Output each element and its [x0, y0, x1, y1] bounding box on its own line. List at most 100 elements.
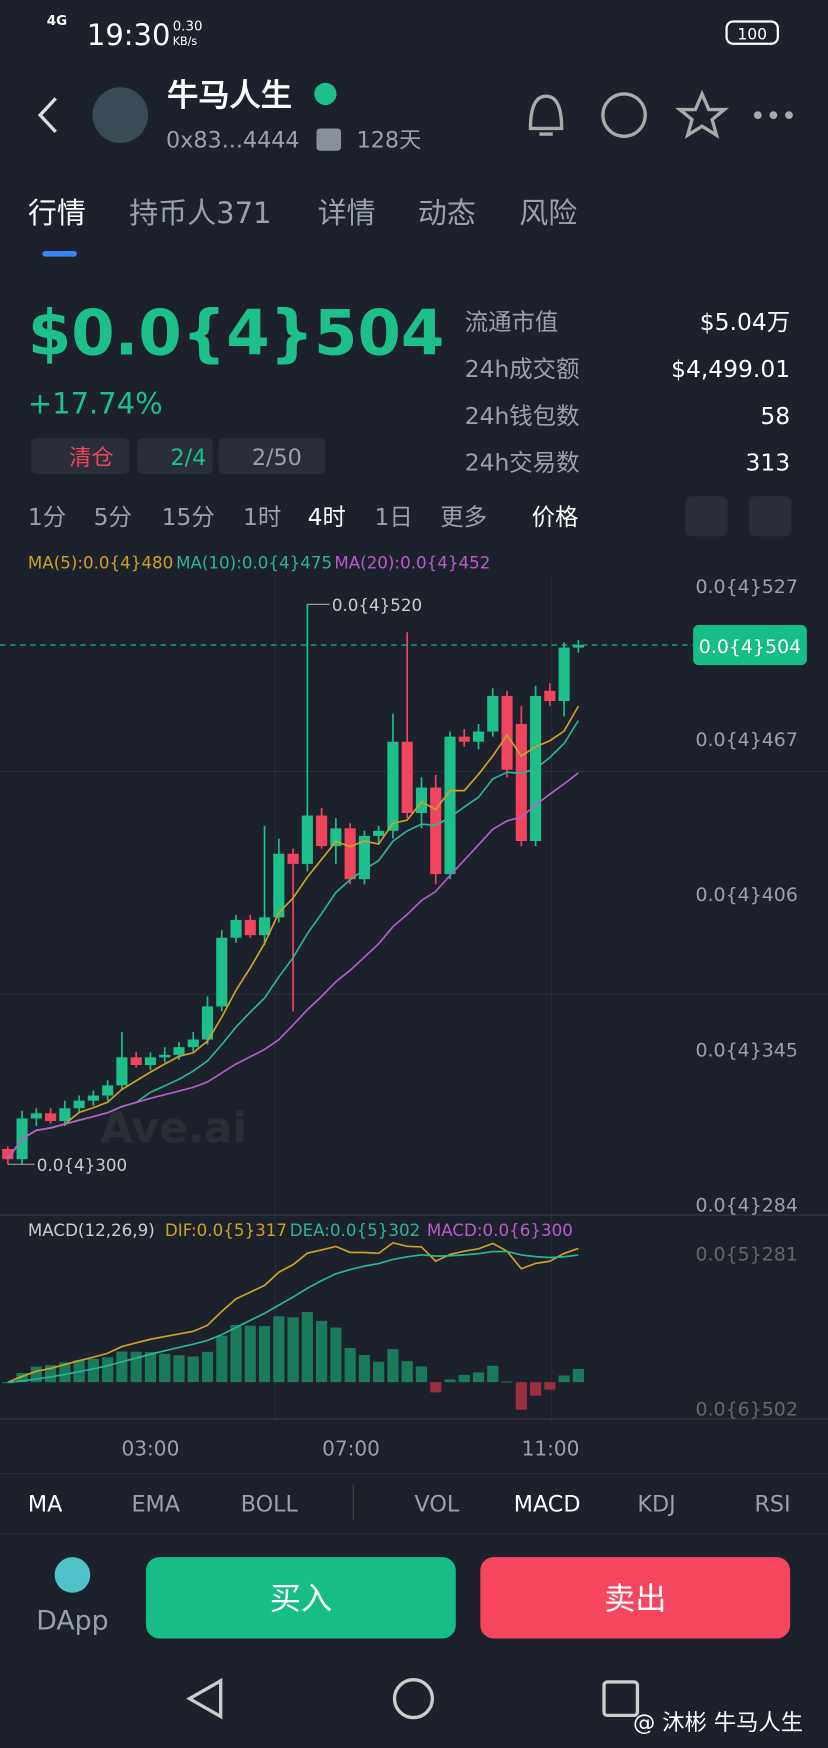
interval[interactable]: 更多 — [440, 503, 487, 531]
y-tick-label: 0.0{4}467 — [695, 729, 797, 751]
speed-icon[interactable] — [601, 92, 647, 138]
tool-button[interactable] — [685, 496, 728, 537]
tab-indicator — [42, 251, 77, 257]
indicator-tab[interactable]: RSI — [754, 1491, 790, 1517]
address: 0x83...4444 — [166, 127, 300, 153]
candle-body — [173, 1047, 185, 1055]
indicator-tab[interactable]: MACD — [514, 1491, 581, 1517]
macd-bar — [230, 1324, 242, 1383]
macd-bar — [472, 1372, 485, 1383]
macd-bar — [16, 1372, 28, 1383]
interval[interactable]: 15分 — [162, 503, 215, 531]
indicator-tab[interactable]: BOLL — [241, 1491, 299, 1517]
macd-bar — [187, 1356, 199, 1383]
star-icon[interactable] — [675, 89, 730, 139]
ma-legend: MA(20):0.0{4}452 — [334, 553, 490, 573]
indicator-tab[interactable]: KDJ — [637, 1491, 675, 1517]
macd-bar — [59, 1362, 71, 1383]
tab[interactable]: 详情 — [318, 196, 376, 230]
high-label: 0.0{4}520 — [332, 595, 422, 615]
bell-icon[interactable] — [528, 94, 564, 136]
candle-body — [45, 1113, 57, 1121]
candle-body — [415, 787, 428, 814]
current-price-label: 0.0{4}504 — [699, 636, 801, 658]
macd-legend: DEA:0.0{5}302 — [290, 1220, 421, 1240]
candle-body — [244, 919, 256, 936]
nav-recent[interactable] — [602, 1680, 640, 1718]
interval[interactable]: 1分 — [28, 503, 66, 531]
indicator-tab[interactable]: EMA — [131, 1491, 180, 1517]
macd-bar — [2, 1382, 14, 1384]
badge: 清仓 — [69, 445, 114, 471]
macd-bar — [330, 1327, 342, 1383]
candle-body — [387, 741, 399, 831]
tab[interactable]: 持币人371 — [129, 196, 271, 230]
candle-body — [144, 1057, 157, 1065]
interval[interactable]: 价格 — [532, 503, 579, 531]
candle-body — [2, 1148, 14, 1160]
back-button[interactable] — [37, 97, 57, 133]
interval[interactable]: 4时 — [308, 503, 346, 531]
tab[interactable]: 风险 — [519, 196, 577, 230]
sell-button[interactable] — [480, 1557, 791, 1639]
stat-value: 313 — [745, 449, 790, 477]
macd-bar — [558, 1375, 570, 1383]
badge-bg — [31, 438, 130, 474]
buy-button[interactable] — [145, 1557, 456, 1639]
speed: 0.30 — [173, 19, 203, 34]
candle-body — [230, 919, 242, 938]
more-icon[interactable] — [753, 111, 793, 119]
badge-bg — [137, 438, 213, 474]
y-tick-label: 0.0{4}284 — [695, 1195, 797, 1217]
candle-body — [444, 736, 456, 875]
avatar — [92, 87, 149, 143]
macd-bar — [387, 1349, 399, 1383]
tab[interactable]: 行情 — [28, 196, 86, 230]
macd-legend: MACD:0.0{6}300 — [427, 1220, 573, 1240]
candle-body — [216, 937, 228, 1007]
network: 4G — [47, 14, 67, 29]
candle-body — [258, 917, 271, 936]
nav-back[interactable] — [186, 1677, 223, 1720]
indicator-tab[interactable]: VOL — [415, 1491, 460, 1517]
copy-icon[interactable] — [316, 128, 342, 151]
y-tick-label: 0.0{4}527 — [695, 576, 797, 598]
tab[interactable]: 动态 — [418, 196, 476, 230]
macd-bar — [273, 1316, 285, 1383]
stat-label: 24h交易数 — [465, 449, 580, 477]
macd-bar — [159, 1353, 171, 1383]
macd-bar — [487, 1365, 499, 1383]
candle-body — [558, 647, 570, 702]
battery — [725, 20, 779, 45]
x-tick-label: 07:00 — [322, 1437, 380, 1461]
nav-home[interactable] — [392, 1678, 435, 1720]
candle-body — [401, 741, 413, 814]
candle-body — [116, 1057, 128, 1086]
x-tick-label: 03:00 — [122, 1437, 180, 1461]
macd-legend: DIF:0.0{5}317 — [165, 1220, 287, 1240]
macd-bar — [430, 1382, 442, 1393]
buy-label[interactable]: 买入 — [270, 1582, 332, 1618]
dapp-icon[interactable] — [54, 1557, 91, 1593]
candle-body — [87, 1095, 99, 1101]
candle-body — [373, 830, 385, 836]
macd-bar — [201, 1351, 214, 1383]
y-tick-label: 0.0{4}345 — [695, 1039, 797, 1061]
candle-body — [501, 695, 513, 770]
interval[interactable]: 5分 — [94, 503, 132, 531]
stat-label: 24h成交额 — [465, 355, 580, 383]
dapp-label[interactable]: DApp — [36, 1606, 108, 1637]
macd-bar — [301, 1311, 313, 1383]
indicator-tab[interactable]: MA — [28, 1491, 63, 1517]
stats: 流通市值 $5.04万 24h成交额 $4,499.01 24h钱包数 58 24h交易数 3… — [465, 308, 790, 476]
interval[interactable]: 1日 — [374, 503, 412, 531]
interval[interactable]: 1时 — [243, 503, 281, 531]
dea-line — [7, 1250, 579, 1383]
tool-button[interactable] — [748, 496, 792, 537]
low-label: 0.0{4}300 — [37, 1155, 127, 1175]
macd-bar — [358, 1354, 370, 1383]
token-name: 牛马人生 — [167, 78, 292, 114]
sell-label[interactable]: 卖出 — [604, 1582, 666, 1618]
